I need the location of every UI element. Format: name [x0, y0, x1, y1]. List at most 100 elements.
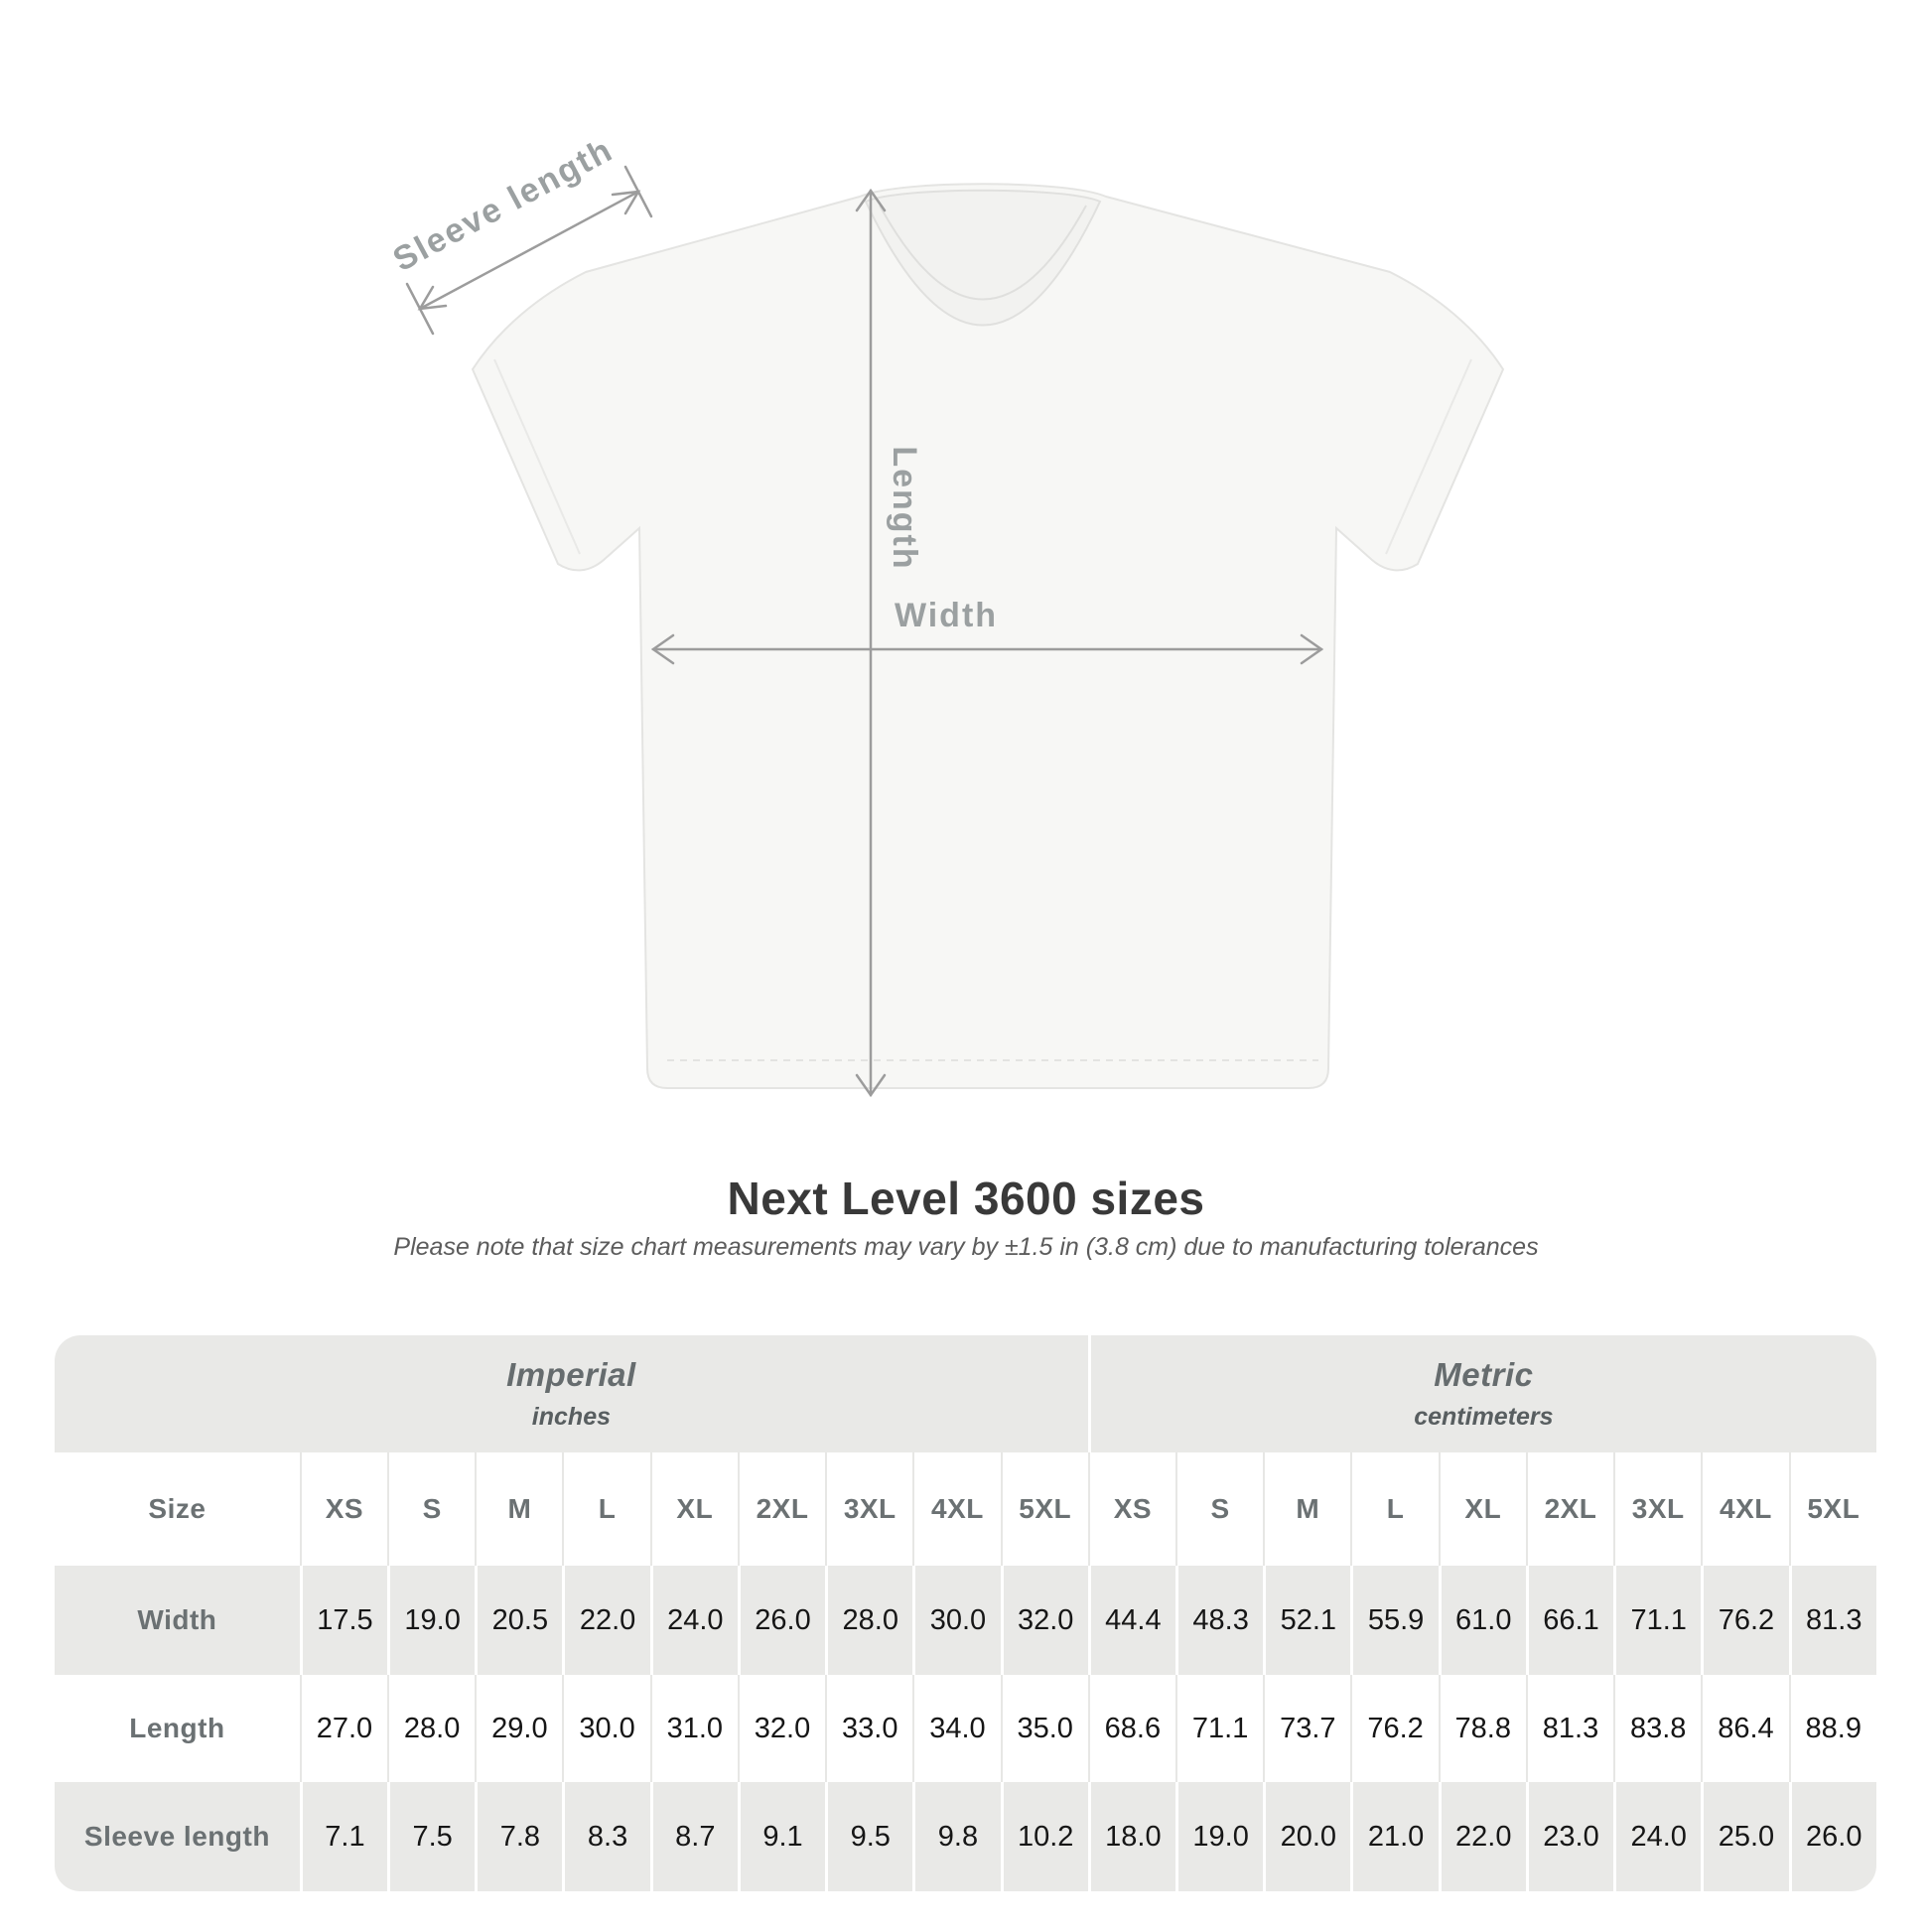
value-cell: 22.0 — [562, 1566, 650, 1675]
size-header-xl: XL — [649, 1452, 738, 1566]
group-name-label: Imperial — [506, 1356, 636, 1393]
sleeve-length-arrow — [405, 165, 653, 336]
value-cell: 10.2 — [1000, 1782, 1088, 1891]
value-cell: 20.0 — [1263, 1782, 1351, 1891]
value-cell: 61.0 — [1438, 1566, 1526, 1675]
row-label: Sleeve length — [55, 1782, 300, 1891]
group-unit-label: centimeters — [1414, 1403, 1554, 1431]
value-cell: 52.1 — [1263, 1566, 1351, 1675]
value-cell: 81.3 — [1525, 1675, 1614, 1782]
value-cell: 76.2 — [1350, 1675, 1439, 1782]
value-cell: 9.8 — [912, 1782, 1001, 1891]
table-row-width: Width 17.5 19.0 20.5 22.0 24.0 26.0 28.0 30.0 32.… — [55, 1566, 1876, 1675]
sleeve-length-label: Sleeve length — [387, 131, 620, 279]
value-cell: 28.0 — [825, 1566, 913, 1675]
value-cell: 66.1 — [1525, 1566, 1614, 1675]
row-label: Length — [55, 1675, 300, 1782]
width-arrow — [650, 633, 1324, 665]
value-cell: 30.0 — [912, 1566, 1001, 1675]
size-header-4xl: 4XL — [912, 1452, 1001, 1566]
value-cell: 23.0 — [1525, 1782, 1614, 1891]
value-cell: 29.0 — [475, 1675, 563, 1782]
page-title: Next Level 3600 sizes — [727, 1173, 1205, 1224]
value-cell: 8.3 — [562, 1782, 650, 1891]
value-cell: 35.0 — [1000, 1675, 1088, 1782]
size-header-s: S — [387, 1452, 476, 1566]
value-cell: 86.4 — [1701, 1675, 1789, 1782]
value-cell: 24.0 — [1613, 1782, 1702, 1891]
value-cell: 17.5 — [299, 1566, 388, 1675]
length-arrow — [855, 188, 887, 1098]
tshirt-right-sleeve-seam — [1385, 358, 1472, 555]
value-cell: 19.0 — [387, 1566, 476, 1675]
value-cell: 7.8 — [475, 1782, 563, 1891]
table-row-sleeve-length: Sleeve length 7.1 7.5 7.8 8.3 8.7 9.1 9.5 9.8 10.… — [55, 1782, 1876, 1891]
value-cell: 71.1 — [1175, 1675, 1264, 1782]
value-cell: 7.1 — [299, 1782, 388, 1891]
tshirt-body — [471, 183, 1505, 1089]
unit-group-row: Imperial inches Metric centimeters — [55, 1335, 1876, 1452]
size-header-xs: XS — [299, 1452, 388, 1566]
value-cell: 83.8 — [1613, 1675, 1702, 1782]
value-cell: 18.0 — [1087, 1782, 1176, 1891]
value-cell: 7.5 — [387, 1782, 476, 1891]
value-cell: 33.0 — [825, 1675, 913, 1782]
value-cell: 44.4 — [1087, 1566, 1176, 1675]
value-cell: 21.0 — [1350, 1782, 1439, 1891]
size-header-xs: XS — [1087, 1452, 1176, 1566]
group-header-metric: Metric centimeters — [1087, 1335, 1876, 1452]
size-header-s: S — [1175, 1452, 1264, 1566]
value-cell: 8.7 — [649, 1782, 738, 1891]
value-cell: 68.6 — [1087, 1675, 1176, 1782]
value-cell: 78.8 — [1438, 1675, 1526, 1782]
row-label: Width — [55, 1566, 300, 1675]
table-row-length: Length 27.0 28.0 29.0 30.0 31.0 32.0 33.0 34.0 35… — [55, 1675, 1876, 1782]
size-header-2xl: 2XL — [1525, 1452, 1614, 1566]
group-name-label: Metric — [1434, 1356, 1534, 1393]
value-cell: 19.0 — [1175, 1782, 1264, 1891]
value-cell: 9.1 — [737, 1782, 826, 1891]
value-cell: 34.0 — [912, 1675, 1001, 1782]
value-cell: 31.0 — [649, 1675, 738, 1782]
value-cell: 22.0 — [1438, 1782, 1526, 1891]
tshirt-diagram: Sleeve length Length Width — [387, 131, 1505, 1098]
value-cell: 88.9 — [1788, 1675, 1876, 1782]
tshirt-left-sleeve-seam — [493, 358, 581, 555]
tolerance-note: Please note that size chart measurements… — [393, 1233, 1539, 1261]
size-column-label: Size — [55, 1452, 300, 1566]
group-unit-label: inches — [531, 1403, 611, 1431]
tshirt-graphic — [471, 183, 1505, 1089]
value-cell: 81.3 — [1788, 1566, 1876, 1675]
table-body: Imperial inches Metric centimeters Size XS S M L… — [55, 1335, 1876, 1891]
value-cell: 28.0 — [387, 1675, 476, 1782]
value-cell: 55.9 — [1350, 1566, 1439, 1675]
size-header-2xl: 2XL — [737, 1452, 826, 1566]
value-cell: 30.0 — [562, 1675, 650, 1782]
value-cell: 76.2 — [1701, 1566, 1789, 1675]
value-cell: 20.5 — [475, 1566, 563, 1675]
value-cell: 9.5 — [825, 1782, 913, 1891]
size-header-xl: XL — [1438, 1452, 1526, 1566]
size-header-row: Size XS S M L XL 2XL 3XL 4XL 5XL XS S M L XL 2XL 3XL 4XL 5… — [55, 1452, 1876, 1566]
size-header-5xl: 5XL — [1788, 1452, 1876, 1566]
size-header-5xl: 5XL — [1000, 1452, 1088, 1566]
width-label: Width — [895, 597, 998, 634]
value-cell: 71.1 — [1613, 1566, 1702, 1675]
value-cell: 24.0 — [649, 1566, 738, 1675]
length-label: Length — [886, 446, 923, 570]
tshirt-neck-opening — [864, 189, 1102, 327]
size-table: Imperial inches Metric centimeters Size XS S M L… — [55, 1335, 1876, 1891]
tshirt-collar-seam — [879, 205, 1087, 301]
value-cell: 32.0 — [737, 1675, 826, 1782]
size-header-m: M — [1263, 1452, 1351, 1566]
size-header-l: L — [1350, 1452, 1439, 1566]
value-cell: 27.0 — [299, 1675, 388, 1782]
size-header-4xl: 4XL — [1701, 1452, 1789, 1566]
value-cell: 73.7 — [1263, 1675, 1351, 1782]
size-header-3xl: 3XL — [1613, 1452, 1702, 1566]
size-header-m: M — [475, 1452, 563, 1566]
value-cell: 25.0 — [1701, 1782, 1789, 1891]
size-table-container: Imperial inches Metric centimeters Size XS S M L… — [55, 1335, 1876, 1891]
value-cell: 26.0 — [1788, 1782, 1876, 1891]
